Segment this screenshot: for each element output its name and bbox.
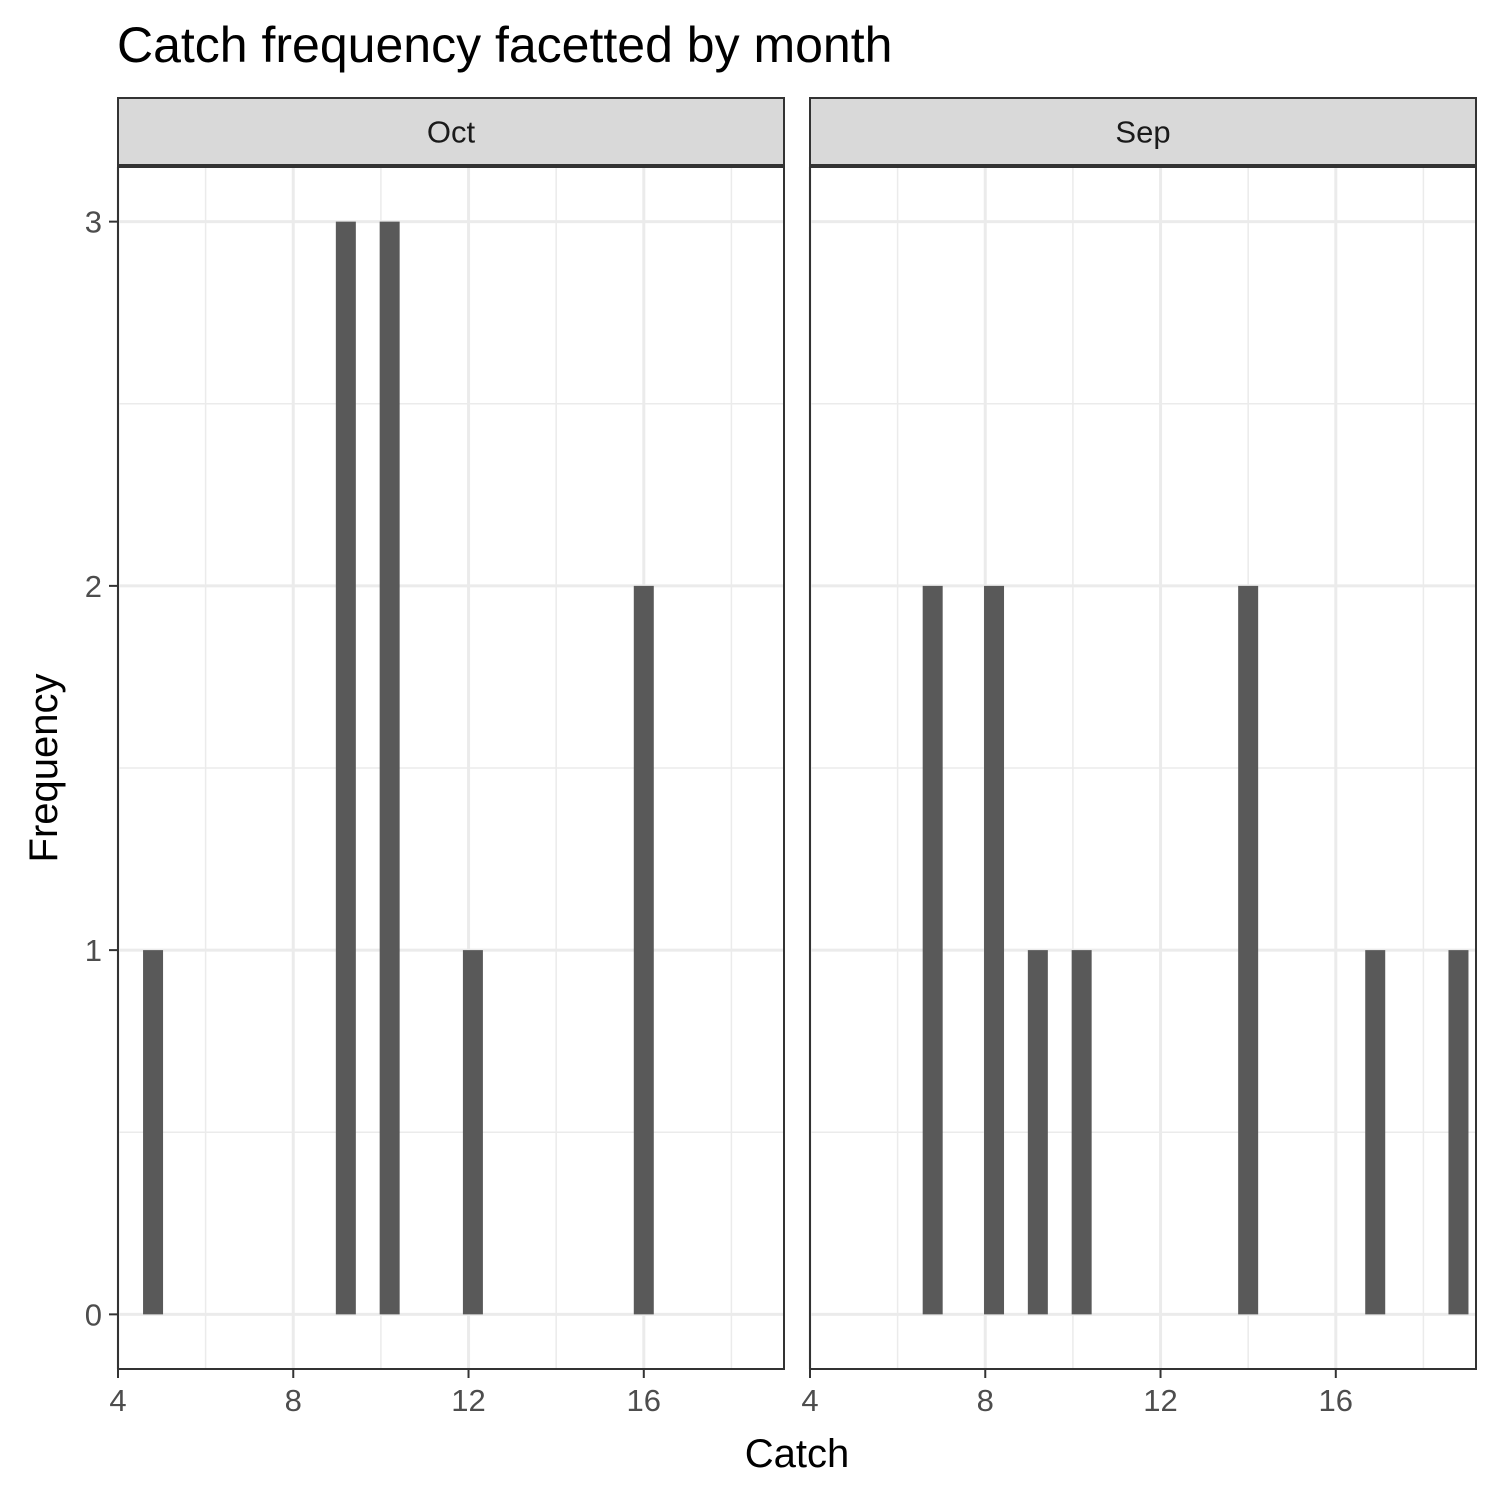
facet-strip	[117, 97, 785, 166]
x-tick-label: 12	[1143, 1383, 1177, 1418]
bar	[984, 585, 1005, 1315]
bar	[1071, 950, 1092, 1315]
x-tick-label: 16	[627, 1383, 661, 1418]
facet-strip-label: Sep	[1115, 115, 1170, 150]
bar	[1448, 950, 1469, 1315]
x-tick-label: 8	[977, 1383, 994, 1418]
bar	[1365, 950, 1386, 1315]
facet-strip	[809, 97, 1477, 166]
bar	[379, 221, 400, 1315]
x-tick-label: 4	[109, 1383, 126, 1418]
y-tick-label: 1	[85, 933, 102, 968]
x-tick-label: 8	[285, 1383, 302, 1418]
x-tick-label: 16	[1319, 1383, 1353, 1418]
y-tick-label: 0	[85, 1297, 102, 1332]
bar	[335, 221, 356, 1315]
bar	[1238, 585, 1259, 1315]
bar	[462, 950, 483, 1315]
facet-strip-label: Oct	[427, 115, 476, 150]
bar	[633, 585, 654, 1315]
panel-border	[809, 166, 1477, 1370]
panel-border	[117, 166, 785, 1370]
y-axis-title: Frequency	[22, 674, 66, 863]
y-tick-label: 3	[85, 205, 102, 240]
bar	[1027, 950, 1048, 1315]
x-axis-title: Catch	[745, 1432, 850, 1476]
x-tick-label: 12	[451, 1383, 485, 1418]
chart-title: Catch frequency facetted by month	[117, 17, 892, 73]
bar	[922, 585, 943, 1315]
bar	[143, 950, 164, 1315]
y-tick-label: 2	[85, 569, 102, 604]
x-tick-label: 4	[801, 1383, 818, 1418]
panel-sep: Sep 4 8 12 16	[801, 97, 1477, 1418]
